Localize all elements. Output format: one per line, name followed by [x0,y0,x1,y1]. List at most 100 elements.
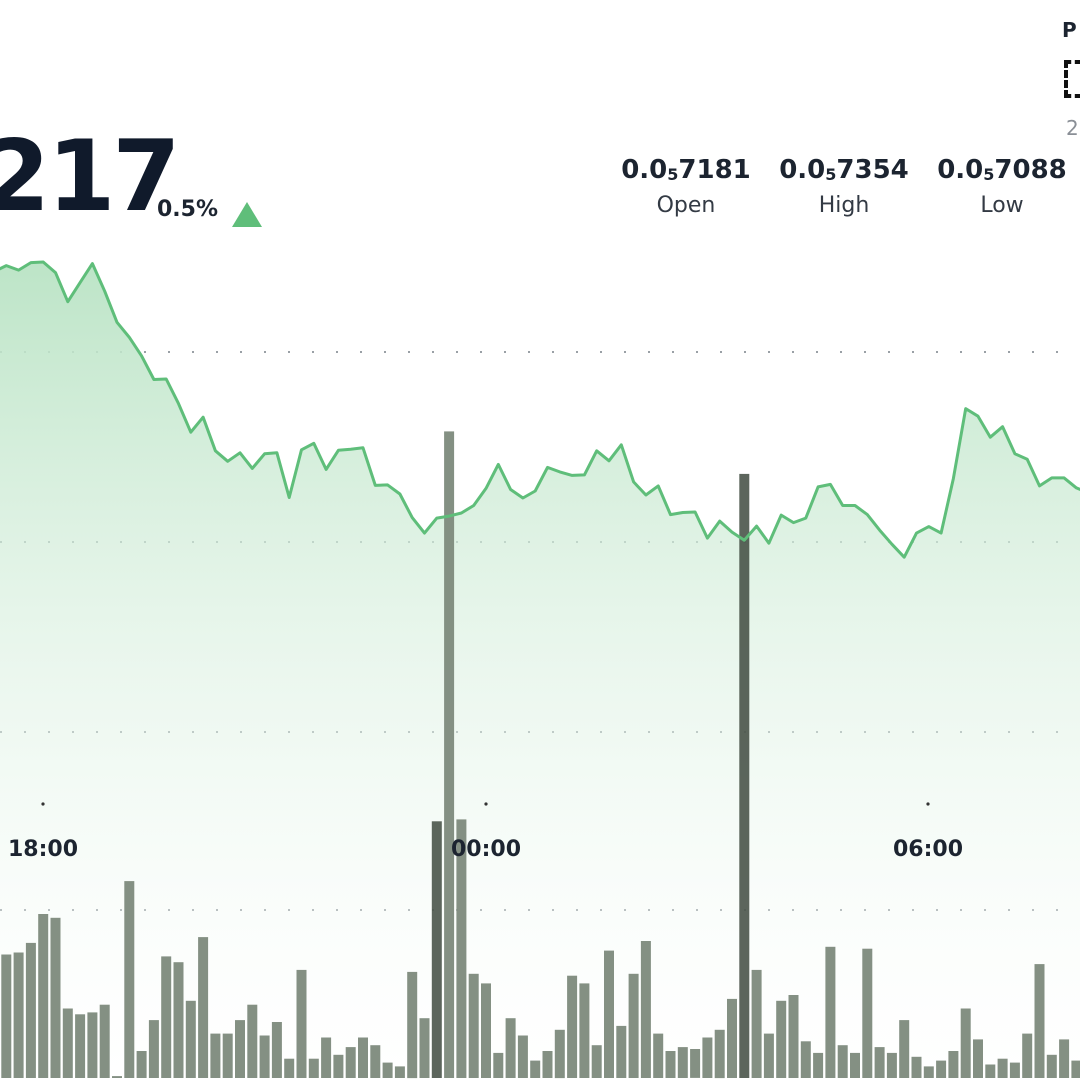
volume-bar [862,948,873,1078]
volume-bar [493,1052,504,1078]
volume-bar [554,1029,565,1079]
volume-bar [973,1039,983,1078]
volume-bar [173,962,184,1078]
volume-bar [456,819,467,1078]
stat-high-value: 0.057354 [779,155,909,185]
up-triangle-icon [232,202,262,227]
corner-digit: 2 [1066,116,1079,140]
volume-bar [923,1066,934,1078]
volume-bar [271,1022,282,1078]
x-tick-mark [926,802,930,806]
volume-bar [481,983,491,1078]
x-tick-mark [484,802,488,806]
stat-low: 0.057088 Low [927,155,1077,218]
volume-bar [702,1037,713,1078]
volume-bar [628,973,639,1078]
volume-bar [185,1000,196,1078]
volume-bar [50,917,61,1078]
volume-bar [382,1062,393,1078]
volume-bar [739,473,750,1078]
volume-bar [579,983,590,1078]
volume-bar [1059,1039,1070,1078]
volume-bar [751,969,762,1078]
volume-bar [960,1008,971,1078]
volume-bar [948,1051,959,1078]
volume-bar [899,1020,910,1078]
volume-bar [321,1037,332,1078]
x-tick-mark [41,802,45,806]
volume-bar [763,1033,774,1078]
volume-bar [517,1035,528,1078]
volume-bar [75,1014,86,1078]
volume-bar [997,1058,1008,1078]
stat-low-value: 0.057088 [937,155,1067,185]
volume-bar [1022,1033,1033,1078]
volume-bar [296,969,307,1078]
stat-open-label: Open [656,193,716,218]
volume-bar [148,1020,159,1078]
volume-bar [1046,1054,1057,1078]
stat-high: 0.057354 High [769,155,919,218]
price-line [0,260,1080,559]
volume-bar [284,1058,295,1078]
volume-bar [837,1045,848,1078]
volume-bar [308,1058,319,1078]
volume-bar [1,954,12,1078]
volume-bar [690,1049,701,1078]
volume-bar [936,1060,947,1078]
volume-bar [1034,964,1045,1078]
x-tick-label: 06:00 [893,837,963,862]
volume-bar [825,946,836,1078]
volume-bar [874,1047,885,1078]
volume-bar [394,1066,405,1078]
volume-bar [665,1051,676,1078]
volume-bar [259,1035,270,1078]
volume-bar [112,1076,122,1078]
volume-bar [87,1012,98,1078]
volume-bar [38,914,49,1078]
volume-bar [419,1018,430,1078]
volume-bar [911,1056,922,1078]
x-tick-label: 00:00 [451,837,521,862]
volume-bar [727,998,737,1078]
volume-bar [776,1000,787,1078]
volume-bar [505,1018,516,1078]
volume-bar [124,881,135,1078]
price-change-percent: 0.5% [157,197,219,222]
stat-open: 0.057181 Open [611,155,761,218]
current-price: 217 [0,120,181,234]
volume-bar [407,971,418,1079]
volume-bar [161,956,172,1078]
volume-bar [136,1051,147,1078]
volume-bar [333,1054,344,1078]
volume-bar [800,1041,811,1078]
volume-bar [653,1033,664,1078]
volume-bar [444,431,455,1078]
volume-bar [370,1045,381,1078]
volume-bar [530,1060,541,1078]
volume-bar [985,1064,996,1078]
price-area [0,262,1080,1080]
volume-bar [616,1025,627,1078]
corner-icon [1064,60,1080,98]
volume-bar [13,952,24,1078]
volume-bar [222,1033,233,1078]
volume-bar [62,1008,73,1078]
volume-bar [345,1047,356,1078]
volume-bar [99,1004,110,1078]
volume-bar [886,1052,897,1078]
volume-bar [604,950,614,1078]
volume-bar [850,1052,860,1078]
volume-bar [714,1029,725,1079]
volume-bar [788,995,799,1078]
volume-bar [677,1047,688,1078]
corner-letter: P [1062,18,1077,42]
volume-bar [591,1045,602,1078]
volume-bar [235,1020,245,1078]
stat-open-value: 0.057181 [621,155,751,185]
stat-low-label: Low [980,193,1024,218]
volume-bar [358,1037,368,1078]
volume-bar [542,1051,553,1078]
stat-high-label: High [818,193,870,218]
